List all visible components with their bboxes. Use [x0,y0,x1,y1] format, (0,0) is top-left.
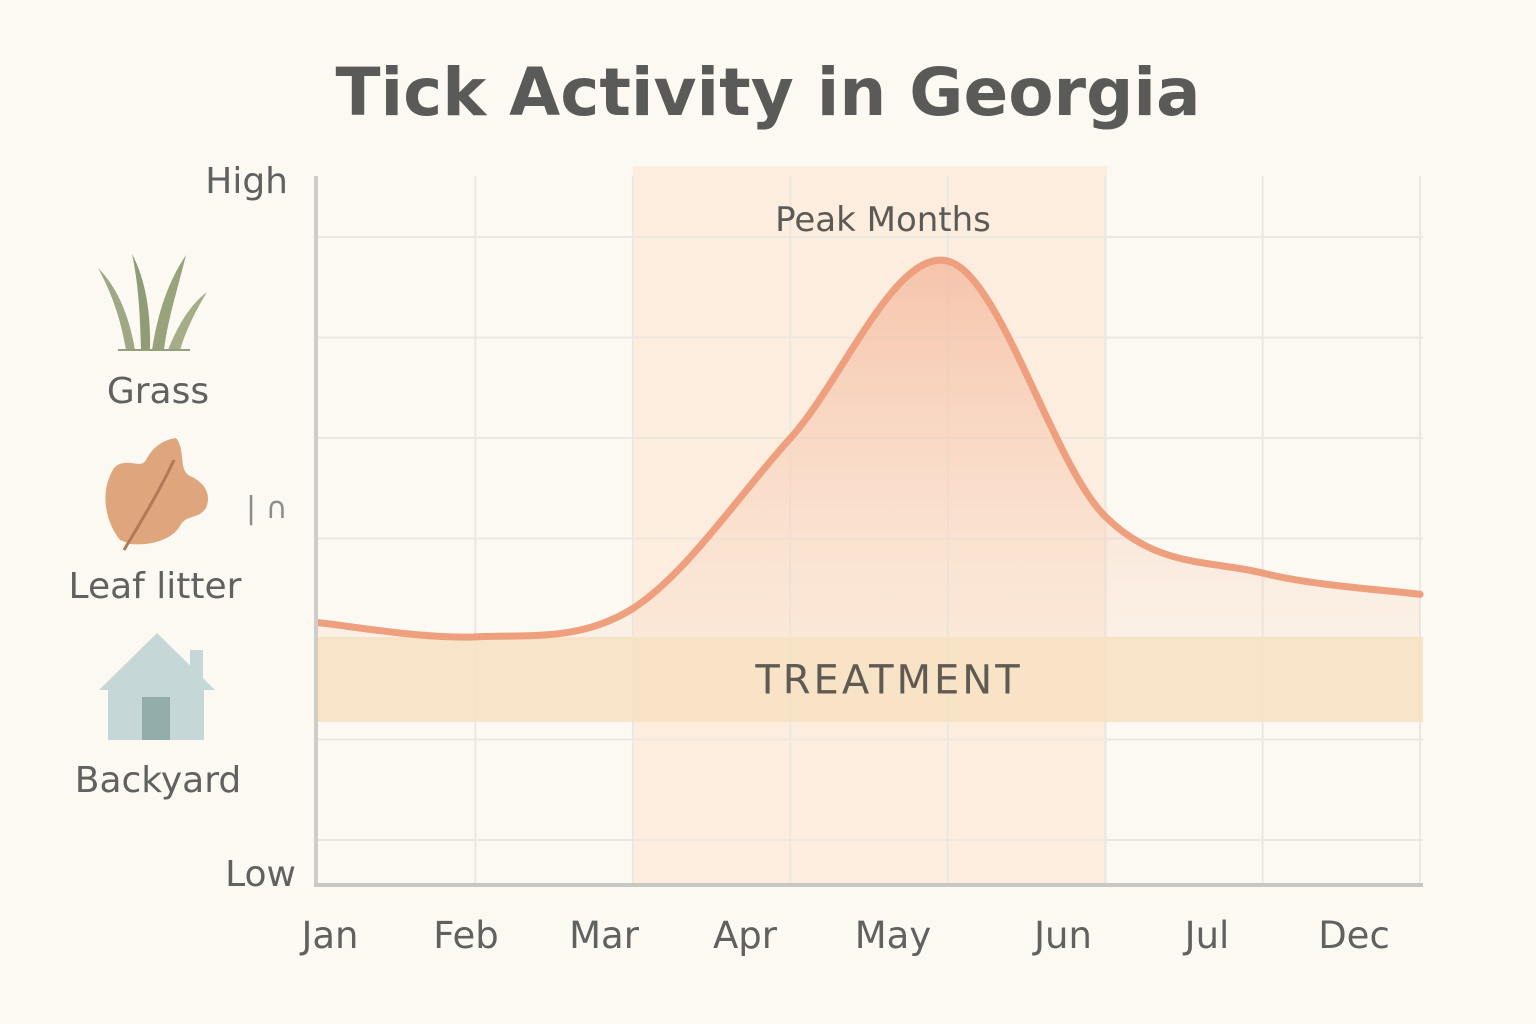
data-point-feb [471,633,479,641]
x-tick-dec: Dec [1318,914,1390,957]
chart-title: Tick Activity in Georgia [335,54,1200,131]
y-axis-high-label: High [205,161,288,202]
x-tick-mar: Mar [569,914,640,957]
x-tick-jul: Jul [1183,914,1230,957]
x-tick-apr: Apr [713,914,778,957]
tick-activity-line [314,256,1424,641]
y-axis-low-label: Low [225,854,296,895]
stray-mark: | ∩ [246,491,288,526]
data-point-jul [1259,569,1267,577]
backyard-label: Backyard [75,760,242,801]
peak-months-label: Peak Months [775,200,991,240]
house-icon [99,633,215,740]
treatment-label: TREATMENT [754,657,1022,703]
x-tick-labels: Jan Feb Mar Apr May Jun Jul Dec [299,914,1389,957]
data-point-apr [786,434,794,442]
x-tick-jan: Jan [299,914,358,957]
leaf-litter-label: Leaf litter [69,566,242,607]
data-point-dec [1416,590,1424,598]
leaf-icon [105,438,209,551]
grass-icon [98,254,207,351]
grass-label: Grass [107,371,209,412]
x-tick-feb: Feb [433,914,499,957]
treatment-band [318,636,1423,722]
x-tick-jun: Jun [1032,914,1092,957]
data-point-may [944,257,952,265]
data-point-mar [629,604,637,612]
activity-area-fill [318,260,1420,638]
x-tick-may: May [855,914,932,957]
data-point-jun [1101,512,1109,520]
